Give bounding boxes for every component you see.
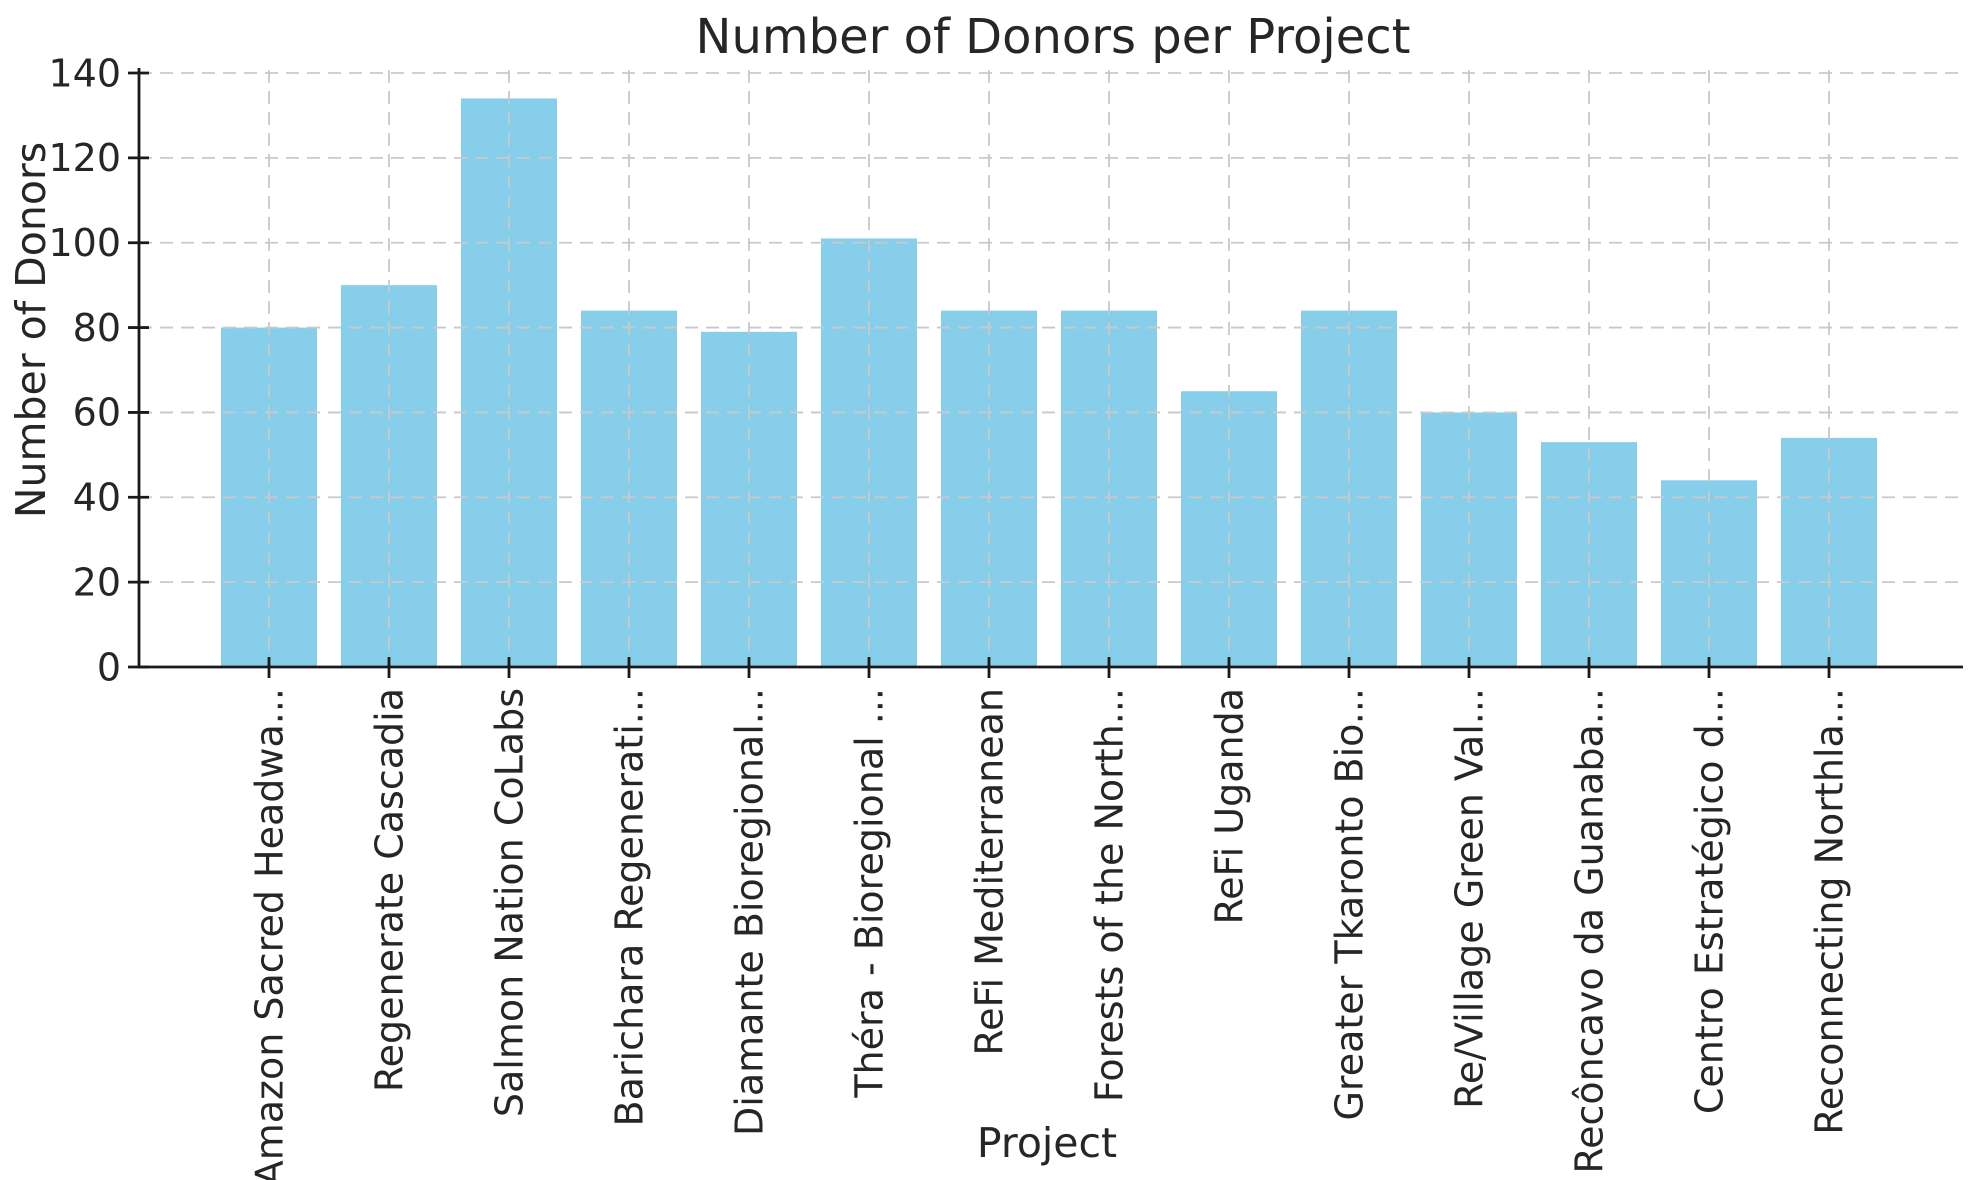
x-category-label: Regenerate Cascadia bbox=[367, 688, 411, 1092]
x-category-label: Amazon Sacred Headwa... bbox=[247, 688, 291, 1180]
x-category-label: ReFi Uganda bbox=[1207, 688, 1251, 925]
y-tick-label: 60 bbox=[73, 391, 121, 435]
bar bbox=[461, 98, 557, 667]
x-category-label: ReFi Mediterranean bbox=[967, 688, 1011, 1056]
x-category-label: Reconnecting Northla... bbox=[1807, 688, 1851, 1135]
y-tick-label: 40 bbox=[73, 476, 121, 520]
y-tick-label: 120 bbox=[48, 136, 121, 180]
y-tick-label: 80 bbox=[73, 306, 121, 350]
y-tick-labels-group: 0 20 40 60 80 100 120 140 bbox=[48, 51, 121, 689]
x-category-label: Salmon Nation CoLabs bbox=[487, 688, 531, 1117]
x-category-label: Forests of the North... bbox=[1087, 688, 1131, 1102]
x-category-label: Re/Village Green Val... bbox=[1447, 688, 1491, 1109]
y-tick-label: 140 bbox=[48, 51, 121, 95]
y-axis-label: Number of Donors bbox=[7, 142, 55, 518]
x-axis-label: Project bbox=[977, 1119, 1117, 1167]
gridlines-group bbox=[139, 70, 1963, 667]
x-category-label: Diamante Bioregional... bbox=[727, 688, 771, 1136]
x-category-label: Greater Tkaronto Bio... bbox=[1327, 688, 1371, 1121]
x-category-label: Centro Estratégico d... bbox=[1687, 688, 1731, 1114]
x-category-label: Théra - Bioregional ... bbox=[847, 688, 891, 1099]
x-category-label: Barichara Regenerati... bbox=[607, 688, 651, 1126]
x-category-labels-group: Amazon Sacred Headwa... Regenerate Cascad… bbox=[247, 688, 1851, 1180]
x-category-label: Recôncavo da Guanaba... bbox=[1567, 688, 1611, 1174]
y-tick-label: 0 bbox=[97, 645, 121, 689]
y-tick-label: 20 bbox=[73, 560, 121, 604]
chart-title: Number of Donors per Project bbox=[696, 9, 1411, 65]
y-tick-label: 100 bbox=[48, 221, 121, 265]
axes-spines-group bbox=[137, 68, 1963, 669]
